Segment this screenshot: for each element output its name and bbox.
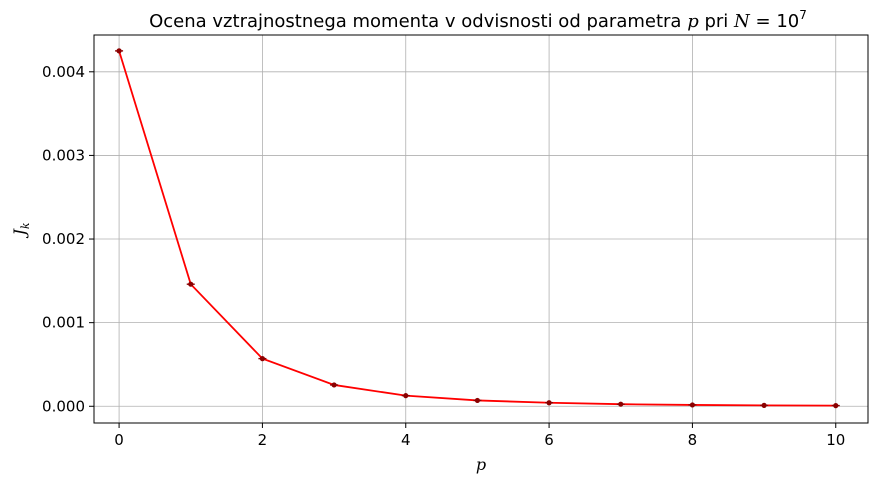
tick-layer: 0 2 4 6 8 10 0.000 0.001 0.002 0.003 0.004 — [42, 63, 845, 449]
y-tick-label: 0.003 — [42, 146, 85, 164]
x-tick-label: 10 — [826, 431, 845, 449]
x-tick-label: 6 — [544, 431, 554, 449]
data-point — [331, 382, 337, 388]
data-point — [546, 400, 552, 406]
data-point — [833, 403, 839, 409]
chart-title: Ocena vztrajnostnega momenta v odvisnost… — [149, 8, 807, 32]
x-tick-label: 4 — [401, 431, 411, 449]
y-tick-label: 0.001 — [42, 314, 85, 332]
plot-frame — [93, 34, 869, 424]
data-point — [403, 393, 409, 399]
series-line — [118, 50, 836, 407]
x-tick-label: 2 — [258, 431, 268, 449]
data-point — [116, 48, 122, 54]
y-tick-label: 0.002 — [42, 230, 85, 248]
x-tick-label: 8 — [688, 431, 698, 449]
y-axis-label: Jk — [10, 222, 32, 238]
y-tick-label: 0.000 — [42, 397, 85, 415]
y-tick-label: 0.004 — [42, 63, 85, 81]
data-point — [259, 356, 266, 362]
x-axis-label: p — [476, 455, 486, 474]
x-tick-label: 0 — [114, 431, 124, 449]
data-point — [618, 401, 624, 407]
grid-layer — [94, 35, 868, 423]
data-point — [761, 402, 767, 408]
data-point — [188, 281, 194, 287]
data-point — [474, 397, 481, 404]
series-layer — [115, 48, 840, 409]
data-point — [689, 402, 696, 408]
